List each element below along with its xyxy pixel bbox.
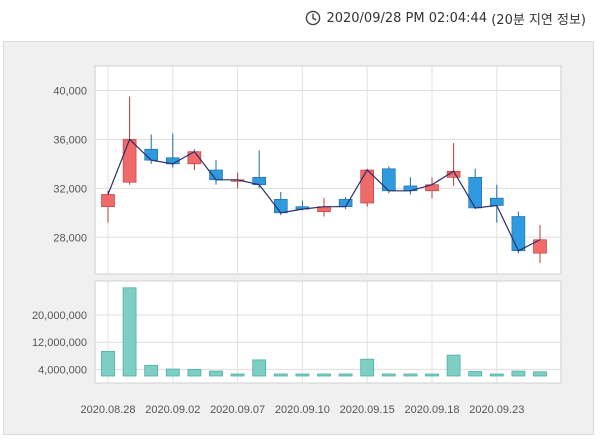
candle-body xyxy=(489,197,504,206)
volume-bar xyxy=(338,373,353,377)
volume-bar xyxy=(425,373,439,377)
price-tick-label: 36,000 xyxy=(53,134,87,146)
date-tick-label: 2020.09.02 xyxy=(145,404,200,416)
volume-bar xyxy=(209,370,223,377)
volume-tick-label: 4,000,000 xyxy=(38,364,87,376)
price-plot-area xyxy=(94,65,562,275)
close-price-line xyxy=(107,138,541,252)
volume-bar xyxy=(446,354,461,377)
volume-tick-label: 20,000,000 xyxy=(32,310,87,322)
candle-body xyxy=(468,177,483,209)
clock-icon xyxy=(306,10,321,26)
timestamp-bar: 2020/09/28 PM 02:04:44 (20분 지연 정보) xyxy=(305,8,586,28)
candle-body xyxy=(511,216,526,252)
volume-bar xyxy=(317,373,331,377)
date-tick-label: 2020.09.18 xyxy=(404,404,459,416)
volume-bar xyxy=(230,373,245,377)
candle-body xyxy=(122,139,137,183)
date-tick-label: 2020.09.23 xyxy=(469,404,524,416)
volume-bar xyxy=(295,373,310,377)
stock-chart: 28,000 32,000 36,000 40,000 4,000,000 12,000,… xyxy=(32,65,562,416)
date-tick-label: 2020.08.28 xyxy=(80,404,135,416)
chart-panel: 28,000 32,000 36,000 40,000 4,000,000 12,000,… xyxy=(3,41,594,435)
volume-bar xyxy=(144,364,159,377)
volume-bar xyxy=(122,287,137,377)
volume-bar xyxy=(489,373,504,377)
volume-plot-area xyxy=(94,280,562,384)
price-tick-label: 40,000 xyxy=(53,85,87,97)
price-tick-label: 28,000 xyxy=(53,232,87,244)
volume-bar xyxy=(187,368,202,377)
volume-bar xyxy=(165,368,180,377)
volume-bar xyxy=(403,373,418,377)
candle-body xyxy=(101,194,115,208)
date-tick-label: 2020.09.07 xyxy=(210,404,265,416)
volume-bar xyxy=(252,359,267,377)
candle-body xyxy=(144,148,158,161)
price-tick-label: 32,000 xyxy=(53,183,87,195)
date-tick-label: 2020.09.15 xyxy=(340,404,395,416)
candle-body xyxy=(209,169,223,181)
volume-bar xyxy=(381,373,396,377)
volume-tick-label: 12,000,000 xyxy=(32,337,87,349)
volume-bar xyxy=(360,358,375,377)
delay-note: (20분 지연 정보) xyxy=(491,12,586,28)
date-tick-label: 2020.09.10 xyxy=(275,404,330,416)
candle-body xyxy=(381,168,396,192)
volume-bar xyxy=(468,371,483,377)
volume-bar xyxy=(533,371,547,377)
volume-bar xyxy=(273,373,288,377)
volume-bar xyxy=(101,350,115,377)
volume-bar xyxy=(511,370,526,377)
timestamp-text: 2020/09/28 PM 02:04:44 xyxy=(326,10,488,26)
